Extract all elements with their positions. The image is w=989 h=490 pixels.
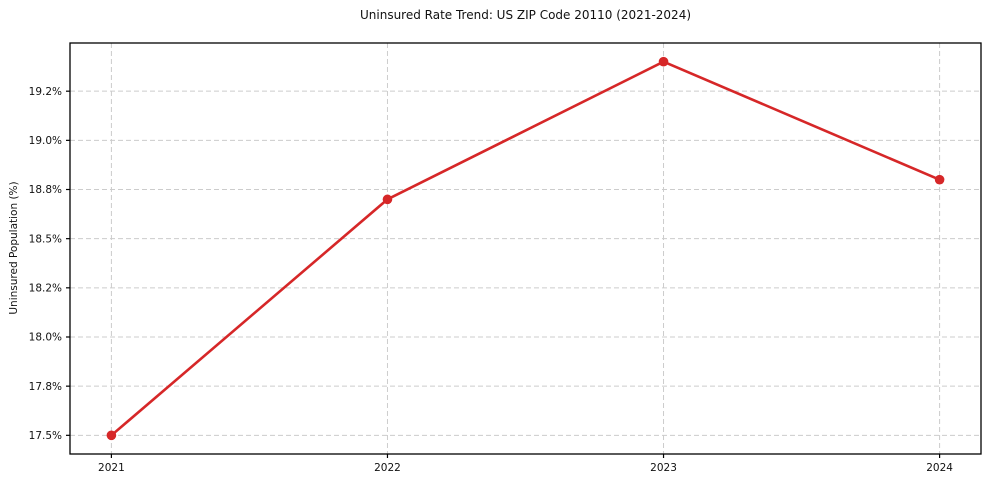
plot-frame: [69, 42, 982, 455]
y-tick-label: 18.8%: [29, 184, 62, 196]
data-point-marker: [382, 194, 393, 205]
y-tick-label: 18.5%: [29, 233, 62, 245]
data-point-marker: [658, 56, 669, 67]
data-point-marker: [106, 430, 117, 441]
y-tick-label: 17.5%: [29, 430, 62, 442]
x-tick-label: 2021: [98, 462, 125, 474]
y-tick-label: 18.0%: [29, 332, 62, 344]
x-tick-label: 2022: [374, 462, 401, 474]
y-tick-label: 19.2%: [29, 86, 62, 98]
x-tick-label: 2023: [650, 462, 677, 474]
trend-line: [110, 60, 941, 437]
y-tick-label: 19.0%: [29, 135, 62, 147]
y-tick-label: 17.8%: [29, 381, 62, 393]
x-tick-label: 2024: [926, 462, 953, 474]
data-point-marker: [934, 174, 945, 185]
chart-title: Uninsured Rate Trend: US ZIP Code 20110 …: [359, 8, 692, 22]
y-tick-label: 18.2%: [29, 282, 62, 294]
